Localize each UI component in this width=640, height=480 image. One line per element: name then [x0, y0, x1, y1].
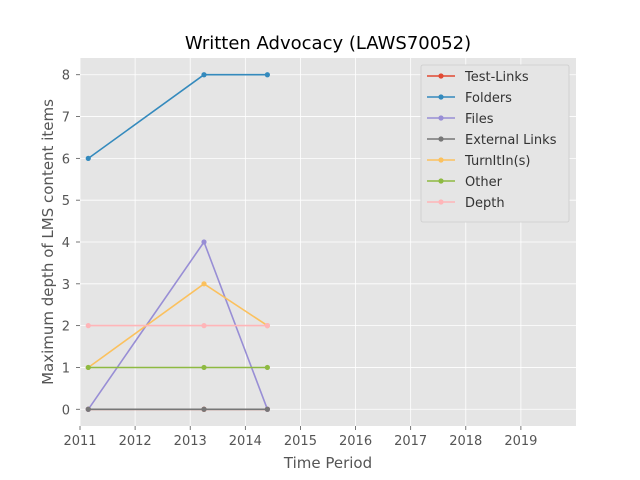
- data-point: [201, 239, 207, 245]
- legend-item: External Links: [427, 133, 557, 148]
- y-tick-label: 6: [62, 152, 70, 167]
- y-tick-label: 8: [62, 69, 70, 84]
- y-axis-label: Maximum depth of LMS content items: [39, 99, 57, 385]
- y-tick-label: 5: [62, 194, 70, 209]
- legend-marker: [438, 157, 444, 163]
- x-tick-label: 2013: [174, 434, 207, 449]
- y-tick-label: 1: [62, 361, 70, 376]
- data-point: [201, 364, 207, 371]
- x-tick-label: 2015: [284, 434, 317, 449]
- data-point: [264, 323, 270, 329]
- x-axis-ticks: 2011 2012 2013 2014 2015 2016 2017 2018 2019: [63, 426, 537, 449]
- legend-marker: [438, 199, 444, 205]
- legend-marker: [438, 73, 444, 79]
- legend-label: Other: [465, 175, 503, 190]
- series-5: [85, 364, 270, 371]
- series-6: [85, 323, 270, 329]
- series-3: [85, 406, 270, 412]
- legend-item: Test-Links: [427, 70, 529, 85]
- data-point: [85, 364, 91, 371]
- data-point: [264, 72, 270, 78]
- data-point: [201, 72, 207, 78]
- legend-label: Test-Links: [464, 70, 529, 85]
- legend-label: Depth: [465, 196, 505, 211]
- legend-item: TurnItIn(s): [427, 154, 530, 169]
- data-point: [85, 406, 91, 412]
- legend-item: Other: [427, 175, 503, 190]
- legend-item: Folders: [427, 91, 512, 106]
- series-1: [85, 72, 270, 161]
- legend-marker: [438, 115, 444, 121]
- x-tick-label: 2018: [449, 434, 482, 449]
- legend: Test-Links Folders Files External Links Turn…: [420, 64, 570, 223]
- data-point: [85, 323, 91, 329]
- legend-marker: [438, 178, 444, 184]
- x-tick-label: 2012: [119, 434, 152, 449]
- y-tick-label: 7: [62, 111, 70, 126]
- legend-label: TurnItIn(s): [464, 154, 530, 169]
- y-tick-label: 0: [62, 403, 70, 418]
- data-point: [264, 364, 270, 371]
- x-tick-label: 2014: [229, 434, 262, 449]
- chart-title: Written Advocacy (LAWS70052): [185, 33, 471, 54]
- data-point: [85, 155, 91, 161]
- x-tick-label: 2019: [504, 434, 537, 449]
- legend-marker: [438, 136, 444, 142]
- data-point: [201, 281, 207, 287]
- legend-label: Folders: [465, 91, 512, 106]
- x-axis-label: Time Period: [283, 454, 372, 472]
- legend-item: Depth: [427, 196, 505, 211]
- data-point: [201, 406, 207, 412]
- y-axis-ticks: 0 1 2 3 4 5 6 7 8: [62, 69, 80, 418]
- legend-item: Files: [427, 112, 494, 127]
- x-tick-label: 2016: [339, 434, 372, 449]
- y-tick-label: 2: [62, 320, 70, 335]
- y-tick-label: 3: [62, 278, 70, 293]
- series-group: [85, 72, 270, 412]
- x-tick-label: 2017: [394, 434, 427, 449]
- data-point: [264, 406, 270, 412]
- data-point: [201, 323, 207, 329]
- legend-marker: [438, 94, 444, 100]
- legend-label: Files: [465, 112, 494, 127]
- legend-frame: [420, 64, 570, 223]
- legend-label: External Links: [465, 133, 557, 148]
- x-tick-label: 2011: [63, 434, 96, 449]
- y-tick-label: 4: [62, 236, 70, 251]
